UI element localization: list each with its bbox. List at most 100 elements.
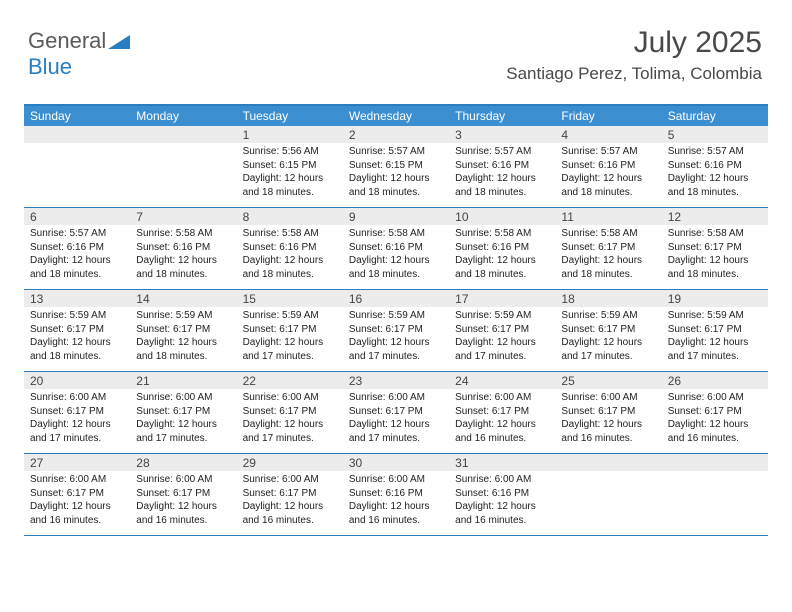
- dayname-wednesday: Wednesday: [343, 106, 449, 126]
- dayname-friday: Friday: [555, 106, 661, 126]
- daylight-label: Daylight:: [349, 255, 391, 266]
- daylight-label: Daylight:: [455, 337, 497, 348]
- sunset-value: 6:16 PM: [67, 242, 104, 253]
- sunrise-value: 6:00 AM: [176, 392, 213, 403]
- sunrise-label: Sunrise:: [561, 392, 600, 403]
- sunrise-value: 6:00 AM: [176, 474, 213, 485]
- page-header: July 2025 Santiago Perez, Tolima, Colomb…: [506, 26, 762, 84]
- empty-daynum: [24, 126, 130, 143]
- day-number: 16: [343, 290, 449, 307]
- sunset-value: 6:17 PM: [704, 324, 741, 335]
- day-number: 26: [662, 372, 768, 389]
- day-number: 24: [449, 372, 555, 389]
- day-number: 22: [237, 372, 343, 389]
- sunrise-value: 5:57 AM: [495, 146, 532, 157]
- sunset-value: 6:17 PM: [67, 324, 104, 335]
- daylight-label: Daylight:: [30, 255, 72, 266]
- sunrise-value: 6:00 AM: [495, 392, 532, 403]
- sunrise-value: 5:58 AM: [282, 228, 319, 239]
- sunset-value: 6:16 PM: [386, 488, 423, 499]
- dayname-row: SundayMondayTuesdayWednesdayThursdayFrid…: [24, 106, 768, 126]
- daylight-label: Daylight:: [136, 419, 178, 430]
- dayname-sunday: Sunday: [24, 106, 130, 126]
- daylight-label: Daylight:: [668, 419, 710, 430]
- day-cell: 14Sunrise: 5:59 AMSunset: 6:17 PMDayligh…: [130, 290, 236, 371]
- sunset-label: Sunset:: [243, 242, 280, 253]
- day-cell: 4Sunrise: 5:57 AMSunset: 6:16 PMDaylight…: [555, 126, 661, 207]
- day-cell: 20Sunrise: 6:00 AMSunset: 6:17 PMDayligh…: [24, 372, 130, 453]
- day-details: Sunrise: 6:00 AMSunset: 6:16 PMDaylight:…: [343, 471, 449, 535]
- sunrise-value: 6:00 AM: [388, 474, 425, 485]
- sunset-value: 6:17 PM: [492, 324, 529, 335]
- sunrise-label: Sunrise:: [668, 392, 707, 403]
- day-details: Sunrise: 5:57 AMSunset: 6:16 PMDaylight:…: [449, 143, 555, 207]
- day-number: 30: [343, 454, 449, 471]
- day-number: 13: [24, 290, 130, 307]
- sunrise-label: Sunrise:: [243, 146, 282, 157]
- day-cell: 23Sunrise: 6:00 AMSunset: 6:17 PMDayligh…: [343, 372, 449, 453]
- sunset-label: Sunset:: [30, 324, 67, 335]
- day-cell: 7Sunrise: 5:58 AMSunset: 6:16 PMDaylight…: [130, 208, 236, 289]
- sunset-value: 6:17 PM: [173, 324, 210, 335]
- dayname-monday: Monday: [130, 106, 236, 126]
- sunrise-label: Sunrise:: [349, 146, 388, 157]
- sunrise-value: 6:00 AM: [388, 392, 425, 403]
- sunset-value: 6:16 PM: [704, 160, 741, 171]
- daylight-label: Daylight:: [668, 173, 710, 184]
- sunset-value: 6:16 PM: [173, 242, 210, 253]
- sunrise-value: 6:00 AM: [282, 474, 319, 485]
- dayname-thursday: Thursday: [449, 106, 555, 126]
- sunrise-value: 6:00 AM: [69, 474, 106, 485]
- daylight-label: Daylight:: [243, 501, 285, 512]
- sunset-label: Sunset:: [349, 160, 386, 171]
- sunset-label: Sunset:: [455, 488, 492, 499]
- day-cell: 8Sunrise: 5:58 AMSunset: 6:16 PMDaylight…: [237, 208, 343, 289]
- sunrise-label: Sunrise:: [349, 310, 388, 321]
- day-number: 10: [449, 208, 555, 225]
- day-details: Sunrise: 6:00 AMSunset: 6:17 PMDaylight:…: [449, 389, 555, 453]
- sunset-value: 6:16 PM: [279, 242, 316, 253]
- daylight-label: Daylight:: [243, 173, 285, 184]
- empty-cell: [555, 454, 661, 535]
- sunrise-label: Sunrise:: [349, 392, 388, 403]
- sunrise-value: 5:56 AM: [282, 146, 319, 157]
- daylight-label: Daylight:: [455, 419, 497, 430]
- sunset-label: Sunset:: [668, 242, 705, 253]
- sunrise-value: 5:59 AM: [282, 310, 319, 321]
- sunrise-value: 5:58 AM: [707, 228, 744, 239]
- day-cell: 10Sunrise: 5:58 AMSunset: 6:16 PMDayligh…: [449, 208, 555, 289]
- brand-part2: Blue: [28, 54, 72, 79]
- daylight-label: Daylight:: [561, 419, 603, 430]
- location-text: Santiago Perez, Tolima, Colombia: [506, 64, 762, 84]
- daylight-label: Daylight:: [455, 501, 497, 512]
- sunrise-value: 5:58 AM: [388, 228, 425, 239]
- sunrise-label: Sunrise:: [455, 310, 494, 321]
- sunset-value: 6:17 PM: [386, 324, 423, 335]
- sunrise-label: Sunrise:: [136, 392, 175, 403]
- sunrise-value: 6:00 AM: [707, 392, 744, 403]
- empty-daynum: [130, 126, 236, 143]
- sunset-label: Sunset:: [561, 160, 598, 171]
- sunrise-label: Sunrise:: [349, 228, 388, 239]
- sunrise-value: 5:57 AM: [69, 228, 106, 239]
- sunset-value: 6:17 PM: [67, 406, 104, 417]
- sunset-label: Sunset:: [136, 488, 173, 499]
- day-cell: 1Sunrise: 5:56 AMSunset: 6:15 PMDaylight…: [237, 126, 343, 207]
- sunset-label: Sunset:: [455, 324, 492, 335]
- sunset-value: 6:16 PM: [492, 160, 529, 171]
- day-number: 8: [237, 208, 343, 225]
- sunrise-value: 5:59 AM: [495, 310, 532, 321]
- day-cell: 2Sunrise: 5:57 AMSunset: 6:15 PMDaylight…: [343, 126, 449, 207]
- day-details: Sunrise: 5:58 AMSunset: 6:16 PMDaylight:…: [130, 225, 236, 289]
- day-cell: 24Sunrise: 6:00 AMSunset: 6:17 PMDayligh…: [449, 372, 555, 453]
- day-details: Sunrise: 5:57 AMSunset: 6:16 PMDaylight:…: [555, 143, 661, 207]
- sunrise-label: Sunrise:: [136, 228, 175, 239]
- day-number: 18: [555, 290, 661, 307]
- sunset-value: 6:17 PM: [704, 406, 741, 417]
- sunset-label: Sunset:: [136, 406, 173, 417]
- empty-cell: [24, 126, 130, 207]
- sunrise-label: Sunrise:: [455, 146, 494, 157]
- sunrise-label: Sunrise:: [30, 228, 69, 239]
- daylight-label: Daylight:: [30, 337, 72, 348]
- day-details: Sunrise: 5:57 AMSunset: 6:16 PMDaylight:…: [24, 225, 130, 289]
